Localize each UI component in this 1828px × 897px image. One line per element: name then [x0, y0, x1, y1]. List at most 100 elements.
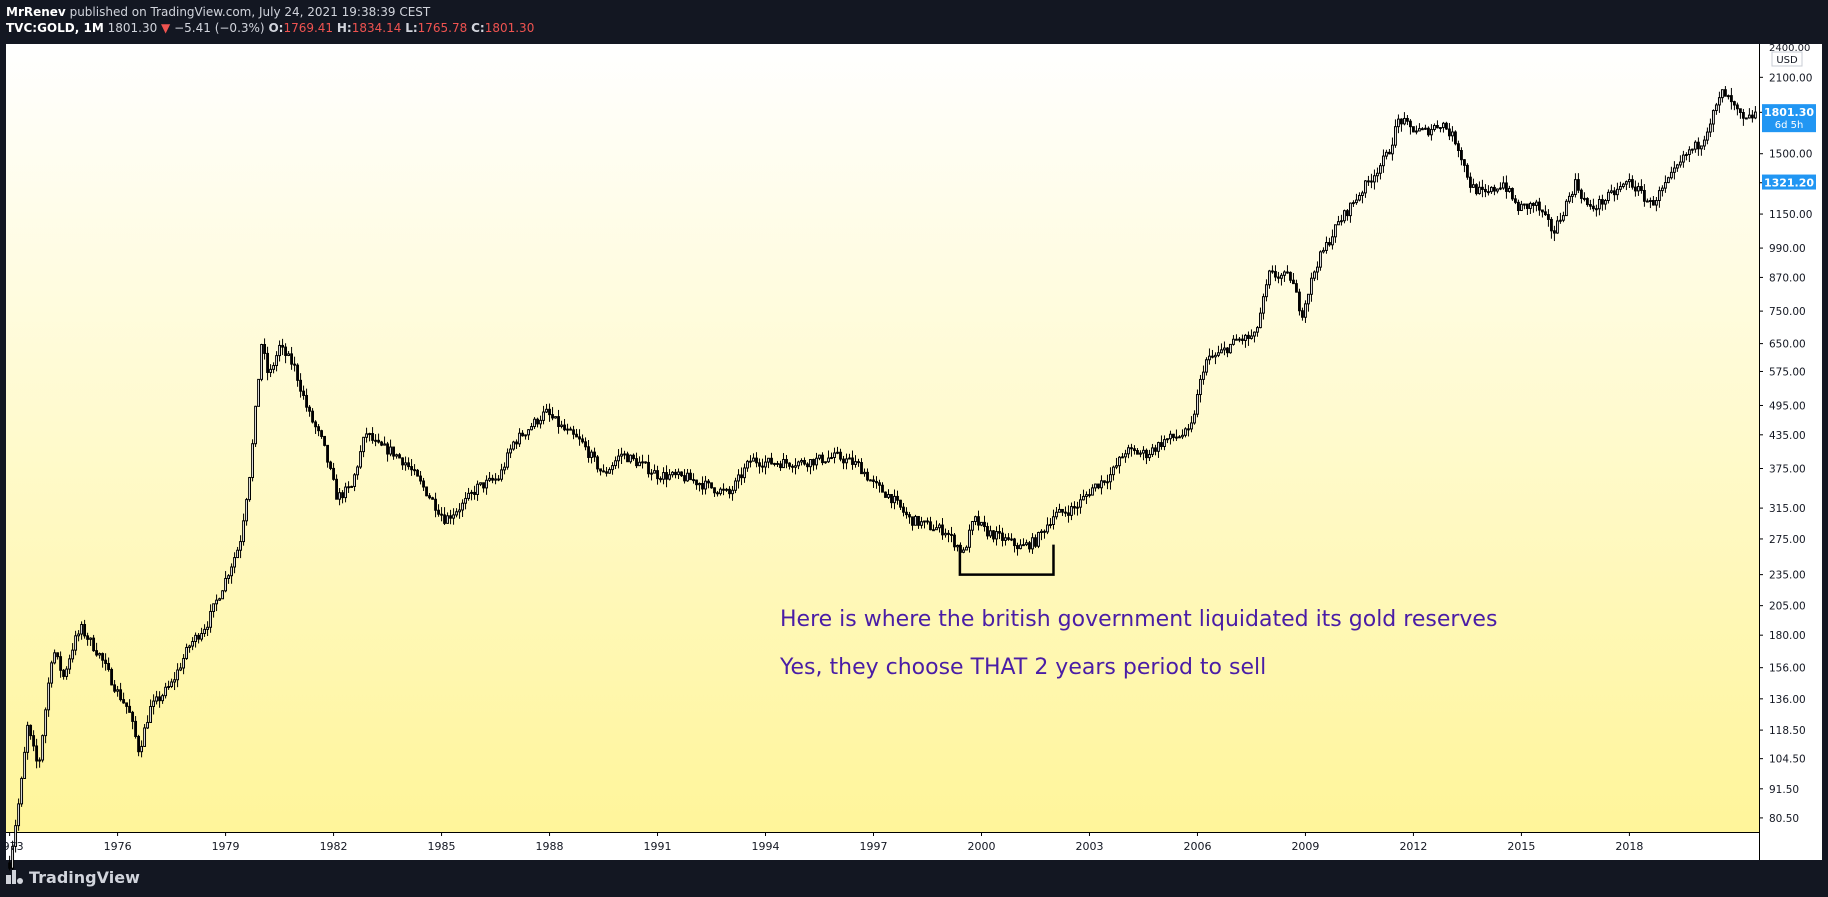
author-name[interactable]: MrRenev: [6, 5, 66, 19]
candle-body: [1379, 165, 1382, 174]
candle: [470, 489, 473, 501]
candle: [1642, 184, 1646, 207]
candle: [1651, 195, 1655, 206]
candle: [1600, 194, 1604, 211]
candle: [1636, 182, 1640, 196]
candle: [899, 499, 902, 511]
candle: [755, 452, 758, 468]
candle-body: [815, 457, 818, 466]
candle: [668, 469, 671, 481]
candle-body: [356, 466, 359, 476]
candle-body: [227, 575, 231, 579]
candle-body: [812, 459, 815, 466]
price-tick-label: 156.00: [1769, 663, 1806, 675]
candle: [1301, 307, 1304, 321]
candle-body: [1184, 428, 1187, 436]
candle-body: [677, 471, 680, 476]
candle: [1163, 435, 1166, 451]
candle: [1055, 506, 1058, 520]
candle-body: [911, 516, 914, 526]
candle-body: [665, 472, 668, 480]
candle-body: [380, 441, 383, 446]
candle: [527, 428, 530, 440]
candle-body: [1430, 128, 1433, 136]
candle-body: [1250, 335, 1253, 339]
candle: [1097, 483, 1100, 490]
candle-body: [773, 462, 776, 465]
candle: [1714, 102, 1718, 115]
candle: [1292, 273, 1295, 285]
price-tick-label: 435.00: [1769, 430, 1806, 442]
candle-body: [788, 462, 791, 467]
candle-body: [344, 486, 347, 499]
candle-body: [1636, 186, 1640, 192]
time-axis-panel[interactable]: [6, 832, 1759, 860]
candle: [971, 520, 974, 536]
candle: [1304, 300, 1307, 323]
candle: [947, 530, 950, 543]
candle-body: [1564, 200, 1568, 217]
candle-body: [86, 635, 90, 640]
candle-body: [1561, 215, 1565, 221]
candle: [746, 459, 749, 472]
candle-body: [233, 557, 237, 568]
tradingview-brand[interactable]: TradingView: [6, 866, 140, 888]
candle-body: [95, 650, 99, 656]
candle: [974, 515, 977, 526]
candle: [1064, 506, 1067, 517]
candle: [1274, 265, 1277, 282]
candle: [848, 453, 851, 460]
candle-body: [272, 365, 275, 370]
candle-body: [629, 454, 632, 463]
candle: [539, 415, 542, 429]
candle: [341, 490, 344, 504]
candle: [1684, 152, 1688, 161]
symbol-label[interactable]: TVC:GOLD, 1M: [6, 21, 104, 35]
candle-body: [1699, 145, 1703, 150]
candle-body: [152, 700, 156, 707]
candle: [1385, 149, 1388, 160]
candle-body: [1684, 154, 1688, 157]
time-tick-label: 1973: [0, 840, 24, 853]
candle: [1367, 175, 1370, 186]
candle: [1546, 209, 1550, 227]
candle: [1184, 427, 1187, 438]
candle: [542, 405, 545, 425]
candle-body: [1496, 188, 1499, 192]
candle: [710, 482, 713, 489]
candle-body: [635, 458, 638, 467]
candle: [1130, 443, 1133, 457]
candle-body: [1421, 128, 1424, 131]
candle: [221, 590, 225, 600]
candle: [1645, 198, 1649, 203]
candle: [1307, 293, 1310, 312]
candle: [887, 489, 890, 500]
candle-body: [818, 454, 821, 459]
currency-box[interactable]: [1771, 51, 1803, 67]
candle-body: [908, 514, 911, 518]
candle: [407, 457, 410, 470]
candle-body: [1277, 276, 1280, 279]
candle: [1537, 197, 1541, 216]
candle: [1133, 445, 1136, 455]
candle-body: [737, 474, 740, 482]
candle-body: [869, 479, 872, 482]
candle-body: [1232, 338, 1235, 345]
candle-body: [263, 344, 267, 354]
candle-body: [809, 459, 812, 468]
candle-body: [443, 514, 446, 524]
candle: [425, 486, 428, 497]
candle: [1157, 441, 1160, 458]
candle: [398, 452, 401, 459]
candle: [614, 456, 617, 470]
candle-body: [1534, 201, 1538, 206]
candle: [335, 474, 338, 500]
candle-body: [557, 416, 560, 427]
candle: [602, 464, 605, 473]
candle-body: [920, 521, 923, 526]
candle: [1747, 108, 1751, 119]
candle-body: [1349, 202, 1352, 217]
candle: [1223, 341, 1226, 356]
candle-body: [140, 745, 144, 753]
